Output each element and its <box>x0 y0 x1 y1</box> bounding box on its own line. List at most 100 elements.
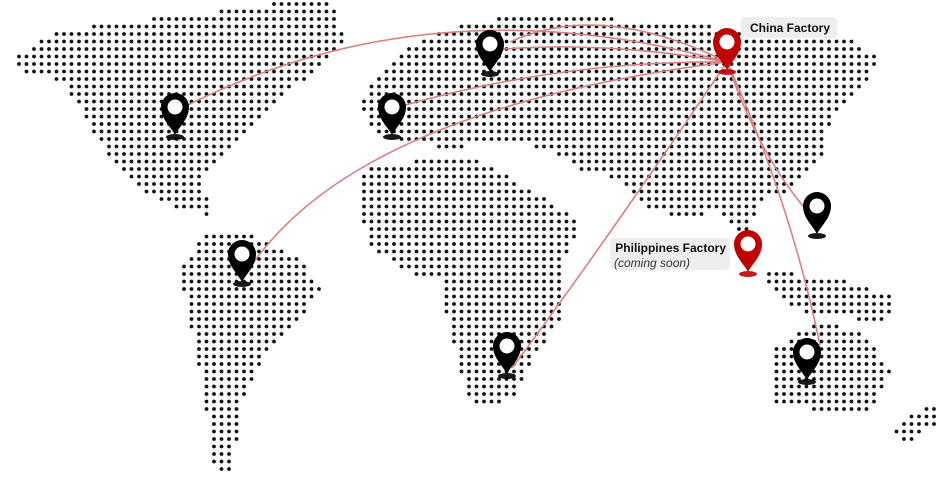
map-dot <box>489 84 494 89</box>
map-dot <box>459 309 464 314</box>
map-dot <box>234 407 239 411</box>
map-dot <box>384 234 389 239</box>
map-dot <box>512 129 516 134</box>
map-dot <box>189 294 194 299</box>
map-dot <box>399 92 404 96</box>
map-dot <box>452 309 456 314</box>
map-dot <box>467 257 471 261</box>
map-dot <box>332 9 336 14</box>
map-dot <box>122 167 126 171</box>
map-dot <box>647 167 651 171</box>
map-dot <box>797 294 801 299</box>
map-dot <box>197 32 201 36</box>
map-dot <box>77 39 81 44</box>
map-dot <box>99 114 104 119</box>
map-dot <box>69 69 74 74</box>
map-dot <box>774 114 779 119</box>
map-dot <box>467 294 471 299</box>
map-dot <box>69 92 74 96</box>
map-dot <box>459 287 464 291</box>
map-dot <box>227 279 231 284</box>
map-dot <box>647 129 651 134</box>
map-dot <box>444 279 449 284</box>
map-dot <box>549 17 554 21</box>
map-dot <box>324 17 329 21</box>
map-dot <box>422 182 426 186</box>
map-dot <box>669 137 674 141</box>
map-dot <box>827 377 831 381</box>
map-dot <box>549 107 554 111</box>
map-dot <box>159 197 164 201</box>
map-dot <box>692 167 696 171</box>
map-dot <box>482 129 486 134</box>
map-dot <box>752 212 756 216</box>
map-dot <box>234 77 239 81</box>
map-dot <box>594 167 599 171</box>
map-dot <box>639 122 644 126</box>
map-dot <box>564 242 569 246</box>
map-dot <box>62 77 66 81</box>
map-dot <box>249 309 254 314</box>
map-dot <box>572 17 576 21</box>
map-dot <box>617 84 621 89</box>
map-dot <box>549 324 554 329</box>
map-dot <box>834 384 839 389</box>
map-dot <box>789 122 794 126</box>
map-dot <box>662 174 666 179</box>
map-dot <box>189 92 194 96</box>
map-dot <box>549 317 554 321</box>
map-dot <box>317 9 321 14</box>
map-dot <box>759 152 764 156</box>
map-dot <box>242 107 246 111</box>
map-dot <box>459 242 464 246</box>
map-dot <box>227 137 231 141</box>
map-dot <box>302 264 306 269</box>
map-dot <box>819 92 824 96</box>
map-dot <box>159 167 164 171</box>
map-dot <box>234 339 239 344</box>
map-dot <box>107 114 111 119</box>
map-dot <box>789 399 794 404</box>
map-dot <box>264 99 269 104</box>
map-dot <box>482 287 486 291</box>
map-dot <box>197 174 201 179</box>
map-dot <box>167 32 171 36</box>
map-dot <box>849 392 854 396</box>
map-dot <box>129 24 134 29</box>
map-dot <box>564 99 569 104</box>
map-dot <box>227 47 231 51</box>
map-dot <box>587 159 591 164</box>
map-dot <box>219 272 224 276</box>
map-dot <box>399 167 404 171</box>
map-dot <box>557 219 561 224</box>
map-dot <box>857 69 861 74</box>
map-dot <box>482 77 486 81</box>
map-dot <box>767 39 771 44</box>
map-dot <box>294 257 299 261</box>
map-dot <box>782 294 786 299</box>
map-dot <box>797 62 801 66</box>
map-dot <box>144 144 149 149</box>
map-dot <box>369 167 374 171</box>
map-dot <box>797 122 801 126</box>
map-dot <box>744 84 749 89</box>
map-dot <box>369 212 374 216</box>
map-dot <box>264 92 269 96</box>
map-dot <box>189 197 194 201</box>
map-dot <box>204 129 209 134</box>
map-dot <box>287 257 291 261</box>
map-dot <box>257 114 261 119</box>
map-dot <box>482 249 486 254</box>
map-dot <box>767 279 771 284</box>
map-dot <box>264 84 269 89</box>
map-dot <box>594 39 599 44</box>
map-dot <box>849 407 854 411</box>
map-dot <box>669 39 674 44</box>
map-dot <box>219 287 224 291</box>
map-dot <box>129 122 134 126</box>
map-dot <box>204 279 209 284</box>
map-dot <box>249 107 254 111</box>
map-dot <box>632 107 636 111</box>
map-dot <box>729 174 734 179</box>
map-dot <box>324 9 329 14</box>
